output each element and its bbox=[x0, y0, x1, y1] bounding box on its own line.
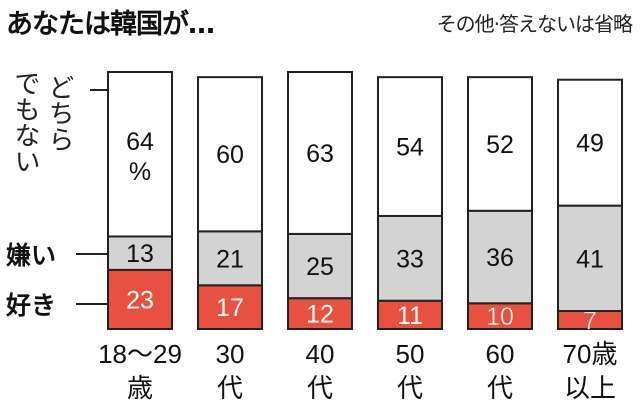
category-label: 代 bbox=[307, 373, 333, 403]
data-label-neither: 64 bbox=[126, 128, 154, 156]
data-label-neither: 63 bbox=[306, 140, 334, 168]
data-label-neither: 52 bbox=[486, 131, 514, 159]
data-label-dislike: 41 bbox=[576, 245, 604, 273]
unit-label: % bbox=[129, 158, 151, 186]
category-label: 30 bbox=[216, 339, 245, 369]
bar-dislike bbox=[287, 232, 353, 300]
legend-dislike: 嫌い bbox=[6, 241, 57, 270]
bar-neither bbox=[287, 71, 353, 235]
bar-neither bbox=[197, 76, 263, 233]
category-label: 歳 bbox=[127, 373, 153, 403]
bar-dislike bbox=[197, 230, 263, 287]
category-label: 50 bbox=[396, 339, 425, 369]
category-label: 70歳 bbox=[563, 339, 618, 369]
data-label-like: 10 bbox=[486, 303, 514, 331]
legend-neither-line2: でもない bbox=[10, 70, 40, 174]
data-label-dislike: 33 bbox=[396, 245, 424, 273]
category-label: 60 bbox=[486, 339, 515, 369]
bar-neither bbox=[377, 76, 443, 217]
data-label-dislike: 13 bbox=[126, 240, 154, 268]
data-label-dislike: 21 bbox=[216, 245, 244, 273]
category-label: 18〜29 bbox=[98, 339, 182, 369]
data-label-neither: 49 bbox=[576, 130, 604, 158]
category-label: 代 bbox=[217, 373, 243, 403]
bar-neither bbox=[467, 76, 533, 212]
data-label-dislike: 25 bbox=[306, 253, 334, 281]
bar-dislike bbox=[107, 235, 173, 271]
category-label: 40 bbox=[306, 339, 335, 369]
chart-title: あなたは韓国が… bbox=[6, 9, 215, 40]
data-label-like: 12 bbox=[306, 301, 334, 329]
data-label-like: 23 bbox=[126, 286, 154, 314]
data-label-like: 11 bbox=[397, 302, 423, 330]
category-label: 代 bbox=[397, 373, 423, 403]
bar-dislike bbox=[467, 209, 533, 305]
data-label-dislike: 36 bbox=[486, 244, 514, 272]
bar-neither bbox=[557, 78, 623, 207]
data-label-neither: 60 bbox=[216, 141, 244, 169]
data-label-like: 7 bbox=[583, 307, 597, 335]
legend-like: 好き bbox=[6, 291, 57, 320]
category-label: 代 bbox=[487, 373, 513, 403]
legend-neither-line1: どちら bbox=[44, 74, 74, 152]
category-label: 以上 bbox=[564, 373, 616, 403]
data-label-like: 17 bbox=[216, 294, 244, 322]
bar-neither bbox=[107, 71, 173, 238]
bar-like bbox=[287, 297, 353, 331]
chart-note: その他·答えないは省略 bbox=[436, 12, 633, 36]
data-label-neither: 54 bbox=[396, 134, 424, 162]
